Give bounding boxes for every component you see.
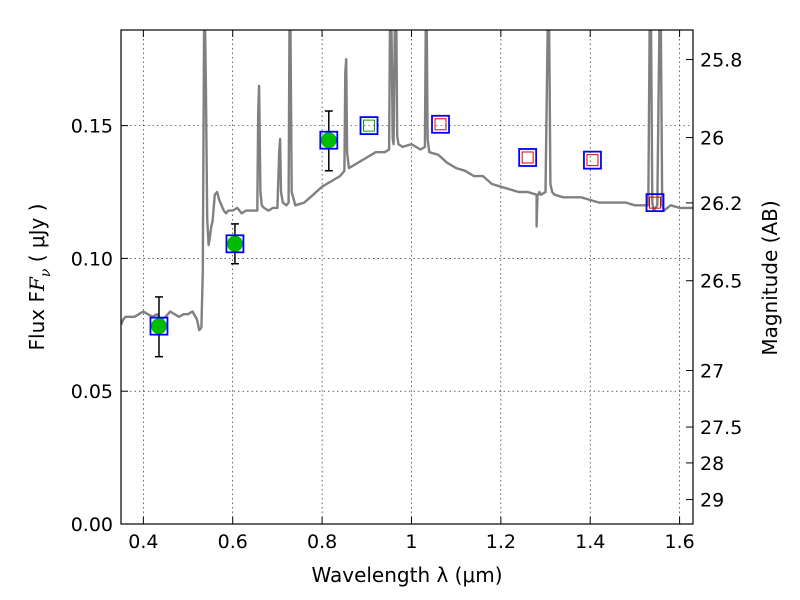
- magnitude-tick-label: 28: [700, 453, 724, 475]
- inner-flux-marker: [586, 154, 599, 167]
- inner-flux-marker: [363, 119, 376, 132]
- y-axis-label-flux: Flux F: [25, 291, 49, 350]
- axis-ticks: 0.4 0.6 0.8 1 1.2 1.4 1.6 0.00 0.05 0.10 0.15 25.8 2…: [71, 30, 742, 553]
- observed-flux-point: [320, 132, 337, 149]
- observed-flux-point: [150, 318, 167, 335]
- model-flux-square: [359, 116, 379, 136]
- sed-model-line: [121, 30, 693, 332]
- model-flux-square: [225, 234, 245, 254]
- y-axis-label-left: Flux FFν ( μJy ): [25, 204, 54, 351]
- model-flux-square: [149, 316, 169, 336]
- y-axis-label-subscript: ν: [38, 268, 54, 277]
- model-flux-square: [518, 148, 538, 167]
- x-tick-label: 0.8: [307, 531, 337, 553]
- y-tick-label: 0.05: [71, 381, 113, 403]
- magnitude-tick-label: 27: [700, 360, 724, 382]
- x-tick-label: 0.4: [128, 531, 158, 553]
- plot-frame: [120, 29, 694, 525]
- inner-flux-marker: [649, 196, 662, 209]
- x-tick-label: 1.6: [664, 531, 694, 553]
- model-flux-square: [583, 150, 602, 170]
- magnitude-tick-label: 26: [700, 128, 724, 150]
- magnitude-tick-label: 26.2: [700, 193, 742, 215]
- x-tick-label: 0.6: [218, 531, 248, 553]
- y-axis-label-units: ( μJy ): [25, 204, 49, 269]
- magnitude-tick-label: 29: [700, 490, 724, 512]
- x-tick-label: 1.4: [575, 531, 605, 553]
- y-axis-label-symbol: F: [25, 276, 49, 292]
- inner-flux-marker: [434, 118, 447, 131]
- y-tick-label: 0.00: [71, 514, 113, 536]
- magnitude-tick-label: 26.5: [700, 271, 742, 293]
- plot-data: [121, 30, 693, 358]
- y-axis-label-right: Magnitude (AB): [758, 200, 782, 355]
- x-tick-label: 1.2: [486, 531, 516, 553]
- model-flux-square: [645, 193, 665, 213]
- y-tick-label: 0.10: [71, 248, 113, 270]
- model-flux-square: [431, 114, 450, 134]
- inner-flux-marker: [521, 151, 534, 164]
- magnitude-tick-label: 27.5: [700, 417, 742, 439]
- magnitude-tick-label: 25.8: [700, 49, 742, 71]
- model-flux-square: [319, 130, 339, 150]
- grid-lines: [121, 30, 693, 524]
- x-tick-label: 1: [405, 531, 417, 553]
- observed-flux-point: [226, 235, 243, 252]
- y-tick-label: 0.15: [71, 116, 113, 138]
- x-axis-label: Wavelength λ (μm): [311, 563, 502, 587]
